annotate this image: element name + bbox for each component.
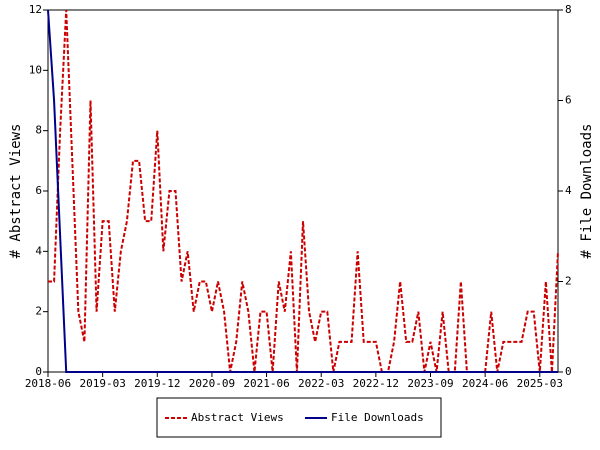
x-tick-label: 2025-03	[517, 377, 563, 390]
x-tick-label: 2022-03	[298, 377, 344, 390]
x-tick-label: 2024-06	[462, 377, 508, 390]
legend-label: Abstract Views	[191, 411, 284, 424]
x-tick-label: 2022-12	[353, 377, 399, 390]
y-tick-label: 6	[35, 184, 42, 197]
y-tick-label: 2	[35, 305, 42, 318]
y-tick-label: 4	[35, 244, 42, 257]
y2-tick-label: 0	[565, 365, 572, 378]
plot-frame	[47, 9, 559, 373]
x-tick-label: 2019-03	[79, 377, 125, 390]
y-tick-label: 0	[35, 365, 42, 378]
y2-axis-label: # File Downloads	[579, 124, 595, 259]
x-tick-label: 2023-09	[407, 377, 453, 390]
x-tick-label: 2018-06	[25, 377, 71, 390]
y-tick-label: 12	[29, 3, 42, 16]
series-line	[47, 9, 558, 373]
y-tick-label: 10	[29, 63, 42, 76]
x-tick-label: 2019-12	[134, 377, 180, 390]
series-line	[48, 9, 559, 373]
y2-tick-label: 8	[565, 3, 572, 16]
y2-tick-label: 2	[565, 275, 572, 288]
y-axis-label: # Abstract Views	[8, 124, 24, 259]
x-tick-label: 2021-06	[243, 377, 289, 390]
legend-label: File Downloads	[331, 411, 424, 424]
y2-tick-label: 4	[565, 184, 572, 197]
legend-box	[156, 397, 442, 438]
x-tick-label: 2020-09	[189, 377, 235, 390]
y2-tick-label: 6	[565, 94, 572, 107]
y-tick-label: 8	[35, 124, 42, 137]
